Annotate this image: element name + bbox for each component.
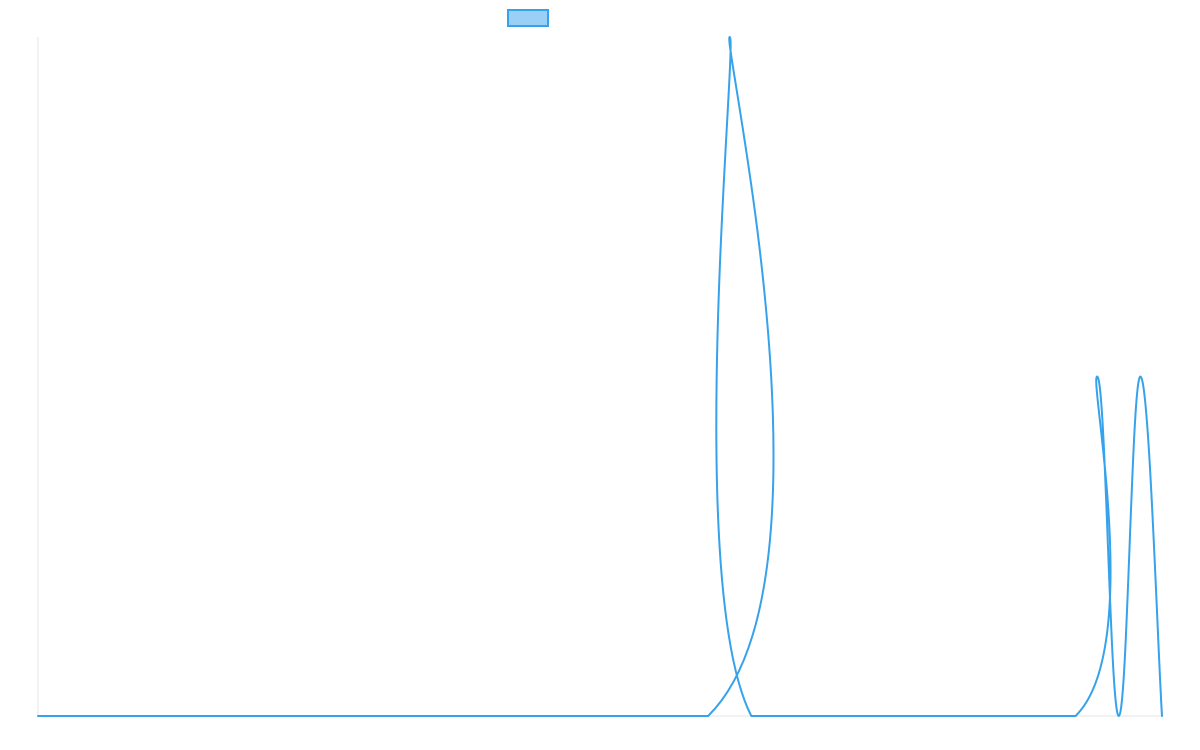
data-point-0-1[interactable]: [705, 713, 711, 719]
series: [35, 34, 1165, 719]
data-point-0-6[interactable]: [1116, 713, 1122, 719]
data-point-0-4[interactable]: [1073, 713, 1079, 719]
data-point-0-0[interactable]: [35, 713, 41, 719]
legend-swatch[interactable]: [507, 9, 549, 27]
data-point-0-2[interactable]: [727, 34, 733, 40]
data-point-0-7[interactable]: [1137, 374, 1143, 380]
legend[interactable]: [507, 9, 549, 27]
data-point-0-5[interactable]: [1094, 374, 1100, 380]
data-point-0-3[interactable]: [748, 713, 754, 719]
series-line-0: [37, 36, 1163, 718]
axes: [37, 37, 1162, 717]
data-point-0-8[interactable]: [1159, 713, 1165, 719]
